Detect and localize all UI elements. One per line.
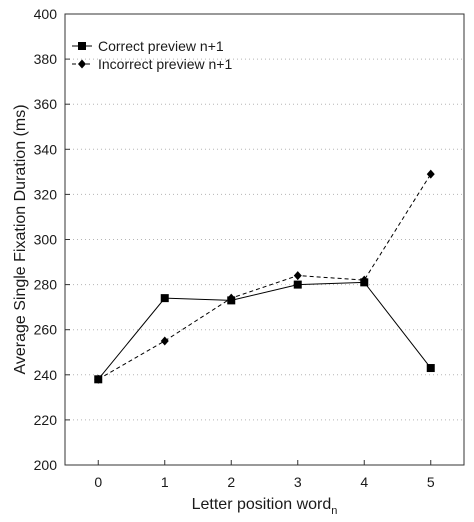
x-axis: 0 1 2 3 4 5 [94,460,435,490]
y-tick-label: 240 [34,367,58,383]
y-tick-label: 340 [34,141,58,157]
x-tick-label: 4 [360,474,368,490]
y-tick-label: 260 [34,322,58,338]
data-point-diamond [227,293,236,303]
legend-marker-diamond [78,59,86,69]
legend: Correct preview n+1 Incorrect preview n+… [72,38,232,72]
legend-label-incorrect: Incorrect preview n+1 [98,56,232,72]
y-tick-label: 220 [34,412,58,428]
x-axis-title: Letter position wordn [192,496,338,517]
y-tick-label: 280 [34,277,58,293]
x-tick-label: 5 [427,474,435,490]
series-line-1 [98,173,432,380]
data-point-diamond [426,169,435,179]
data-point-square [160,294,169,303]
x-tick-label: 2 [227,474,235,490]
data-point-square [293,280,302,289]
x-tick-label: 3 [294,474,302,490]
plot-frame [64,13,465,466]
x-tick-label: 0 [94,474,102,490]
grid-lines [65,58,464,421]
y-tick-label: 200 [34,457,58,473]
data-point-diamond [160,336,169,346]
y-tick-label: 400 [34,6,58,22]
y-axis-title: Average Single Fixation Duration (ms) [12,104,29,374]
y-tick-label: 320 [34,186,58,202]
x-axis-title-main: Letter position word [192,496,332,513]
x-axis-title-subscript: n [331,505,337,517]
y-tick-label: 380 [34,51,58,67]
data-point-diamond [360,275,369,285]
y-tick-label: 360 [34,96,58,112]
data-point-diamond [293,271,302,281]
x-tick-label: 1 [161,474,169,490]
series-group [94,169,435,384]
data-point-diamond [94,374,103,384]
legend-label-correct: Correct preview n+1 [98,38,224,54]
y-tick-label: 300 [34,232,58,248]
legend-marker-square [78,42,86,50]
y-axis: 200 220 240 260 280 300 320 340 360 380 400 [34,6,70,473]
data-point-square [426,364,435,373]
series-line-0 [97,281,432,380]
